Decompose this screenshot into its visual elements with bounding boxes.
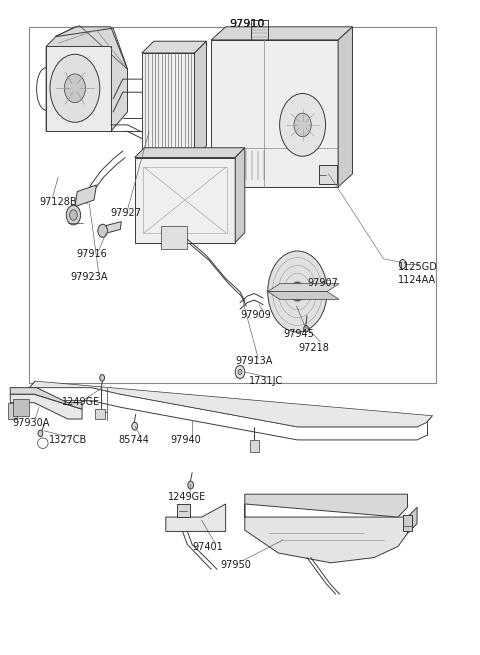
Polygon shape: [10, 394, 82, 419]
Polygon shape: [235, 148, 245, 242]
Text: 1731JC: 1731JC: [249, 376, 283, 386]
Polygon shape: [46, 47, 111, 132]
Text: 1249GE: 1249GE: [168, 492, 206, 502]
Polygon shape: [338, 27, 352, 187]
Bar: [161, 226, 187, 249]
Circle shape: [280, 94, 325, 157]
Text: 97940: 97940: [170, 436, 201, 445]
Polygon shape: [268, 284, 339, 291]
Circle shape: [64, 74, 85, 103]
Text: 1327CB: 1327CB: [48, 436, 87, 445]
Polygon shape: [142, 41, 206, 53]
Text: 97909: 97909: [240, 310, 271, 320]
Polygon shape: [8, 403, 17, 419]
Polygon shape: [96, 409, 105, 419]
Text: 85744: 85744: [118, 436, 149, 445]
Text: 97218: 97218: [299, 343, 330, 352]
Polygon shape: [166, 504, 226, 531]
Circle shape: [50, 54, 100, 122]
Polygon shape: [408, 507, 417, 533]
Polygon shape: [105, 221, 121, 233]
Text: 1124AA: 1124AA: [398, 275, 436, 285]
Text: 97401: 97401: [192, 542, 223, 552]
Text: 97923A: 97923A: [70, 272, 108, 282]
Bar: [403, 515, 412, 531]
Polygon shape: [211, 27, 352, 40]
Polygon shape: [194, 41, 206, 158]
Polygon shape: [245, 494, 408, 517]
Text: 97907: 97907: [307, 278, 338, 288]
Circle shape: [66, 205, 81, 225]
Polygon shape: [245, 504, 408, 563]
Polygon shape: [135, 158, 235, 242]
Text: 97930A: 97930A: [12, 418, 50, 428]
Circle shape: [294, 113, 311, 137]
Text: 1125GD: 1125GD: [398, 262, 438, 272]
Polygon shape: [211, 40, 338, 187]
Circle shape: [399, 259, 406, 269]
Polygon shape: [142, 53, 194, 158]
Text: 97945: 97945: [283, 329, 314, 339]
Polygon shape: [135, 148, 245, 158]
Polygon shape: [177, 504, 190, 517]
Circle shape: [132, 422, 138, 430]
Bar: [29, 27, 436, 383]
Text: 97950: 97950: [221, 559, 252, 570]
Text: 97128B: 97128B: [39, 196, 77, 207]
Circle shape: [188, 481, 193, 489]
Text: 97927: 97927: [111, 208, 142, 218]
Bar: [12, 400, 29, 416]
Bar: [319, 166, 337, 183]
Text: 1249GE: 1249GE: [62, 398, 100, 407]
Circle shape: [304, 326, 309, 332]
Text: 97916: 97916: [76, 249, 107, 259]
Circle shape: [291, 282, 304, 301]
Polygon shape: [268, 291, 339, 299]
Circle shape: [70, 210, 77, 220]
Circle shape: [268, 251, 327, 332]
Text: 97910: 97910: [229, 19, 265, 29]
Polygon shape: [46, 27, 128, 132]
Circle shape: [235, 365, 245, 379]
Circle shape: [38, 430, 43, 437]
Circle shape: [238, 369, 242, 375]
Bar: [144, 168, 227, 233]
Text: 97910: 97910: [229, 19, 265, 29]
Polygon shape: [29, 381, 432, 427]
Polygon shape: [10, 388, 82, 409]
Circle shape: [100, 375, 105, 381]
Polygon shape: [250, 440, 259, 452]
Text: 97913A: 97913A: [235, 356, 273, 366]
Polygon shape: [75, 185, 96, 206]
Circle shape: [98, 224, 108, 237]
